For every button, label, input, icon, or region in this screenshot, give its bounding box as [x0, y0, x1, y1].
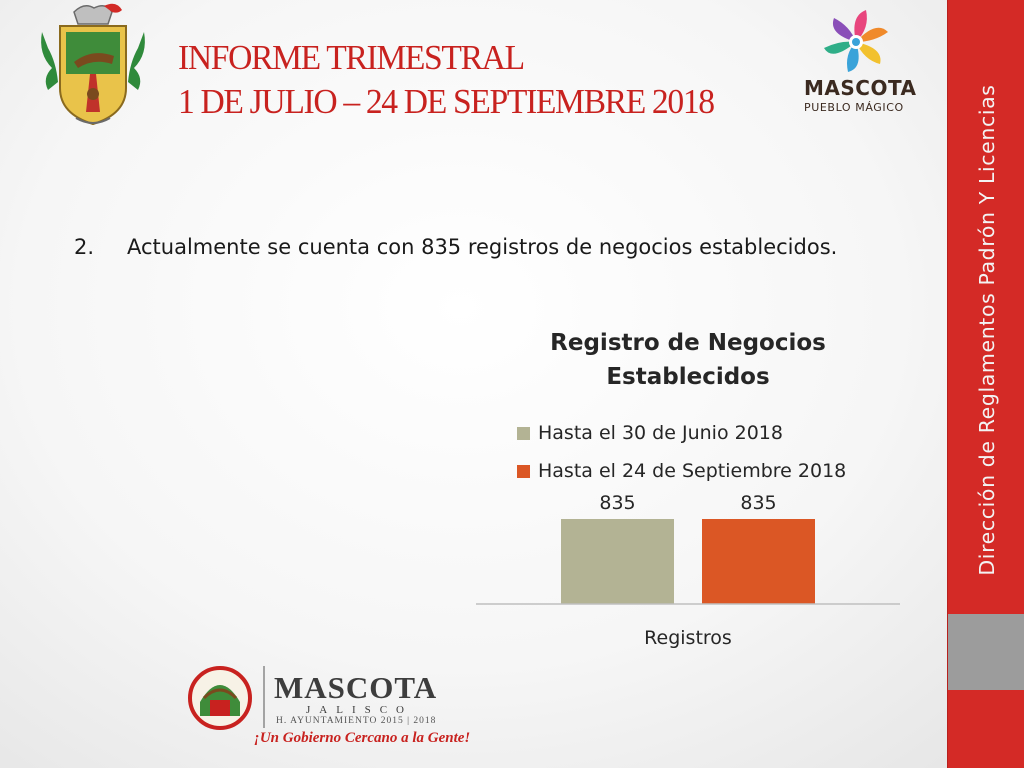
chart-title: Registro de Negocios Establecidos — [550, 330, 826, 390]
mascota-footer-ayuntamiento: H. AYUNTAMIENTO 2015 | 2018 — [276, 716, 437, 726]
bar-june — [561, 519, 674, 604]
mascota-footer-word: MASCOTA — [274, 670, 438, 705]
bullet-number: 2. — [74, 235, 95, 259]
bullet-text: Actualmente se cuenta con 835 registros … — [127, 235, 838, 259]
bullet-item: 2. Actualmente se cuenta con 835 registr… — [74, 232, 894, 263]
legend-swatch-june — [517, 426, 530, 440]
mascota-seal-icon — [188, 666, 265, 730]
data-label-september: 835 — [740, 492, 776, 514]
legend-item-september: Hasta el 24 de Septiembre 2018 — [517, 452, 846, 490]
pueblo-magico-logo-word: MASCOTA — [804, 76, 917, 100]
legend-item-june: Hasta el 30 de Junio 2018 — [517, 414, 846, 452]
legend-label-june: Hasta el 30 de Junio 2018 — [538, 422, 783, 444]
pueblo-magico-logo-subtitle: PUEBLO MÁGICO — [804, 101, 904, 114]
bar-chart: 835 835 Registros — [476, 492, 900, 649]
sidebar-gray-block — [948, 614, 1024, 690]
bar-september — [702, 519, 815, 604]
data-label-june: 835 — [599, 492, 635, 514]
chart-legend: Hasta el 30 de Junio 2018 Hasta el 24 de… — [517, 414, 846, 490]
mascota-footer-slogan: ¡Un Gobierno Cercano a la Gente! — [254, 730, 471, 746]
mascota-footer-subtitle: JALISCO — [306, 704, 414, 716]
legend-swatch-september — [517, 464, 530, 478]
pueblo-magico-flower-icon — [824, 10, 888, 72]
legend-label-september: Hasta el 24 de Septiembre 2018 — [538, 460, 847, 482]
title-line-2: 1 DE JULIO – 24 DE SEPTIEMBRE 2018 — [178, 82, 715, 121]
municipal-crest-icon — [41, 3, 145, 126]
sidebar-band: Dirección de Reglamentos Padrón Y Licenc… — [947, 0, 1024, 768]
sidebar-label: Dirección de Reglamentos Padrón Y Licenc… — [974, 84, 999, 576]
title-line-1: INFORME TRIMESTRAL — [178, 38, 525, 77]
category-label: Registros — [644, 627, 732, 649]
page-title: INFORME TRIMESTRAL 1 DE JULIO – 24 DE SE… — [178, 36, 715, 124]
